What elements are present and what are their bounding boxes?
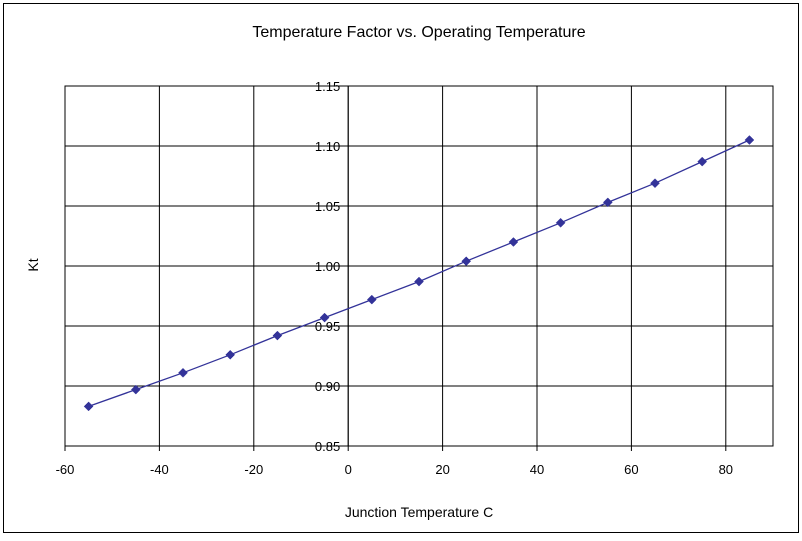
data-point-marker [650, 178, 660, 189]
x-tick-label: -60 [56, 462, 75, 477]
data-point-marker [414, 276, 424, 287]
data-point-marker [319, 312, 330, 323]
x-tick-label: 20 [435, 462, 449, 477]
y-tick-label: 0.95 [315, 319, 340, 334]
x-tick-label: -20 [244, 462, 263, 477]
x-tick-label: 0 [345, 462, 352, 477]
data-point-marker [508, 237, 519, 247]
y-tick-label: 0.90 [315, 379, 340, 394]
x-tick-label: 80 [719, 462, 733, 477]
x-tick-label: 60 [624, 462, 638, 477]
data-point-marker [366, 294, 377, 305]
x-axis-label: Junction Temperature C [345, 504, 493, 520]
data-point-marker [602, 197, 613, 208]
y-tick-label: 1.15 [315, 79, 340, 94]
chart-title: Temperature Factor vs. Operating Tempera… [252, 24, 585, 41]
x-tick-label: 40 [530, 462, 544, 477]
data-point-marker [461, 256, 472, 267]
data-point-marker [697, 156, 708, 167]
x-tick-label: -40 [150, 462, 169, 477]
y-tick-label: 1.05 [315, 199, 340, 214]
data-point-marker [272, 330, 283, 341]
data-point-marker [83, 401, 94, 412]
y-axis-label: Kt [25, 258, 41, 271]
y-tick-label: 1.10 [315, 139, 340, 154]
data-point-marker [744, 135, 755, 145]
data-point-marker [130, 384, 141, 395]
plot-area: 0.850.900.951.001.051.101.15-60 -40 -20 0 20… [56, 79, 774, 477]
data-point-marker [225, 349, 236, 360]
data-point-marker [555, 217, 566, 228]
y-tick-label: 1.00 [315, 259, 340, 274]
data-point-marker [178, 367, 188, 378]
